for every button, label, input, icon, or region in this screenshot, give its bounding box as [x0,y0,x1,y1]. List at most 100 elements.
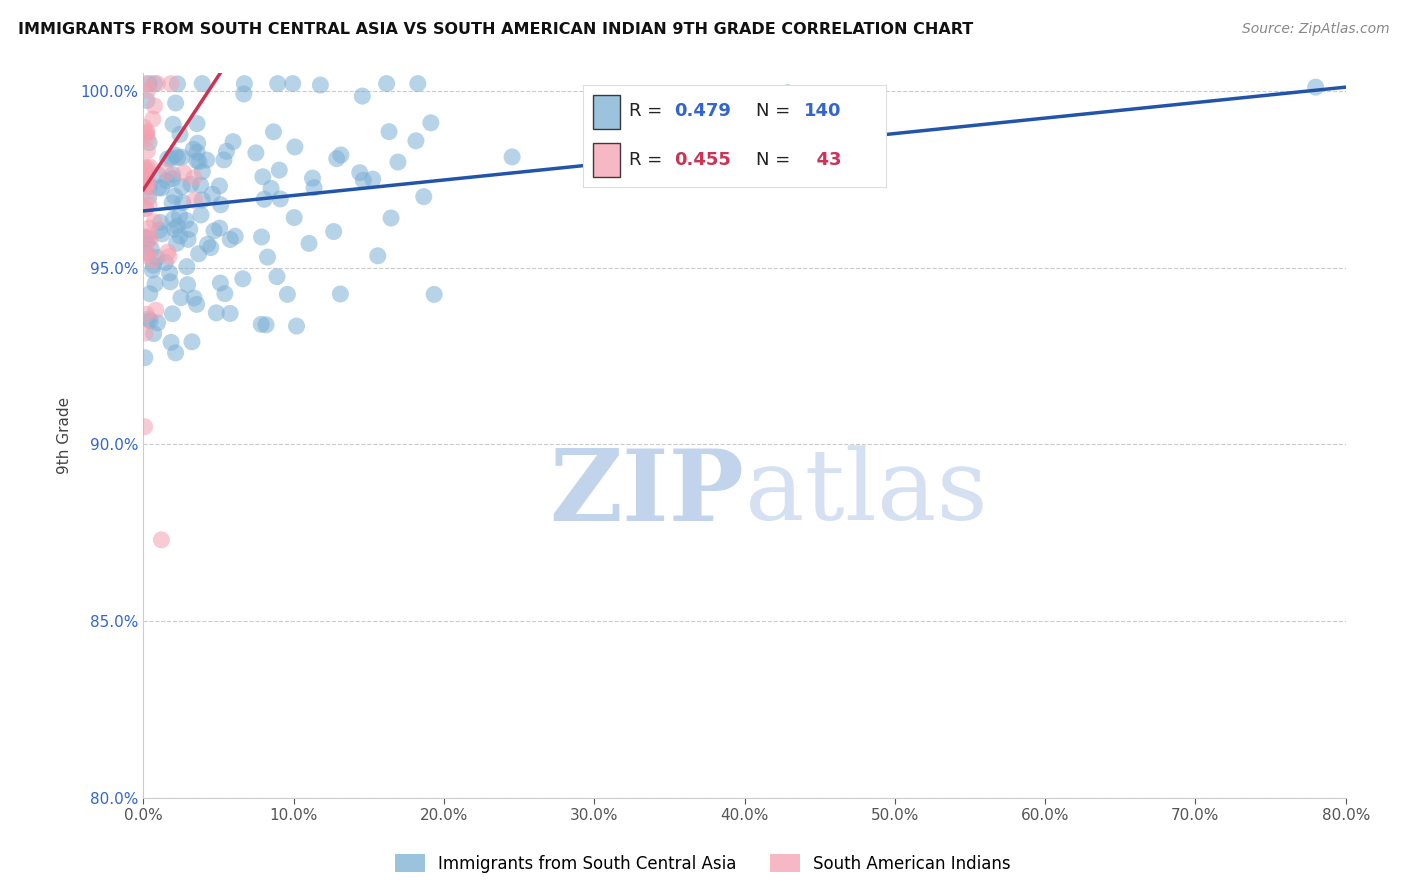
Point [150,533,173,547]
Point [146,77,169,91]
Point [149,215,172,229]
Point [150,181,173,195]
Text: R =: R = [628,151,668,169]
Point [162,171,184,186]
Point [186,145,208,160]
Point [135,231,157,245]
Point [260,181,283,195]
Point [160,151,183,165]
Point [281,77,304,91]
Point [266,269,288,284]
Point [138,77,160,91]
Point [215,145,238,159]
Point [165,148,187,162]
Point [136,229,159,244]
Point [169,209,191,223]
Point [187,247,209,261]
Point [134,161,156,175]
Point [134,120,156,135]
Point [412,189,434,203]
Point [501,150,523,164]
Point [135,163,157,178]
Point [186,117,208,131]
Point [143,77,166,91]
Point [309,78,332,92]
Point [148,181,170,195]
Point [156,245,179,260]
Point [141,263,163,277]
Point [163,189,186,203]
Point [146,251,169,265]
Point [298,236,321,251]
Point [250,230,273,244]
Point [139,286,162,301]
Point [136,131,159,145]
Point [186,297,208,311]
Point [212,153,235,167]
Point [329,148,352,162]
Point [136,312,159,326]
Point [191,164,214,178]
Point [190,208,212,222]
Text: R =: R = [628,102,668,120]
Point [159,266,181,280]
Text: ZIP: ZIP [550,445,745,542]
Point [136,83,159,97]
Point [134,163,156,178]
Point [405,134,427,148]
Point [135,161,157,175]
Point [209,276,232,290]
Point [419,116,441,130]
Point [179,222,201,236]
Point [367,249,389,263]
Point [134,202,156,216]
Point [135,307,157,321]
Point [160,195,183,210]
Point [136,94,159,108]
Point [136,185,159,199]
Point [352,173,374,187]
Point [387,155,409,169]
Point [202,224,225,238]
Point [139,232,162,246]
Point [188,154,211,169]
Point [139,314,162,328]
Point [190,178,212,193]
Point [165,95,187,110]
Point [169,128,191,142]
Point [135,201,157,215]
Point [166,77,188,91]
Point [138,232,160,246]
Point [219,232,242,246]
Point [276,287,298,301]
Point [191,193,214,207]
Point [162,117,184,131]
Point [322,225,344,239]
Point [169,228,191,243]
Point [253,192,276,206]
Point [156,174,179,188]
Point [160,335,183,350]
Point [232,272,254,286]
Point [165,346,187,360]
Point [254,318,277,332]
Point [142,258,165,272]
Point [135,178,157,192]
Point [162,307,184,321]
Point [166,219,188,234]
Point [378,125,401,139]
Point [166,236,188,251]
Point [180,178,202,192]
Point [187,136,209,150]
Point [156,165,179,179]
Point [222,135,245,149]
Point [155,255,177,269]
Point [134,351,156,365]
Text: Source: ZipAtlas.com: Source: ZipAtlas.com [1241,22,1389,37]
Point [269,192,291,206]
Text: 0.455: 0.455 [675,151,731,169]
Point [146,316,169,330]
FancyBboxPatch shape [592,95,620,128]
Point [143,277,166,291]
Text: IMMIGRANTS FROM SOUTH CENTRAL ASIA VS SOUTH AMERICAN INDIAN 9TH GRADE CORRELATIO: IMMIGRANTS FROM SOUTH CENTRAL ASIA VS SO… [18,22,973,37]
